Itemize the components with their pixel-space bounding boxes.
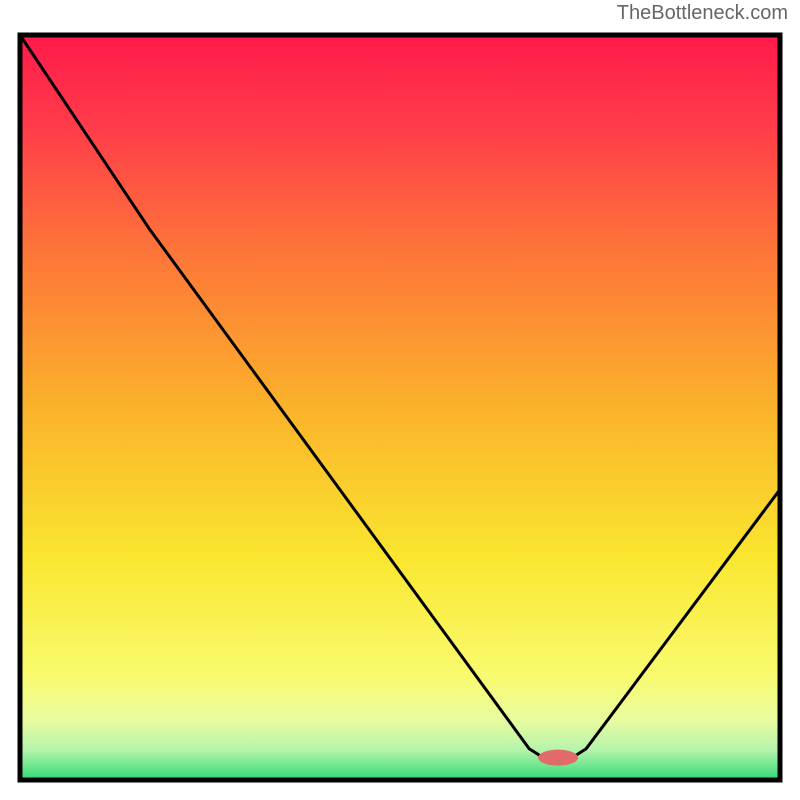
chart-svg <box>15 30 785 785</box>
chart-container <box>15 30 785 785</box>
plot-area <box>20 35 780 780</box>
watermark-text: TheBottleneck.com <box>617 2 788 25</box>
gradient-background <box>20 35 780 780</box>
optimal-marker <box>538 750 578 766</box>
